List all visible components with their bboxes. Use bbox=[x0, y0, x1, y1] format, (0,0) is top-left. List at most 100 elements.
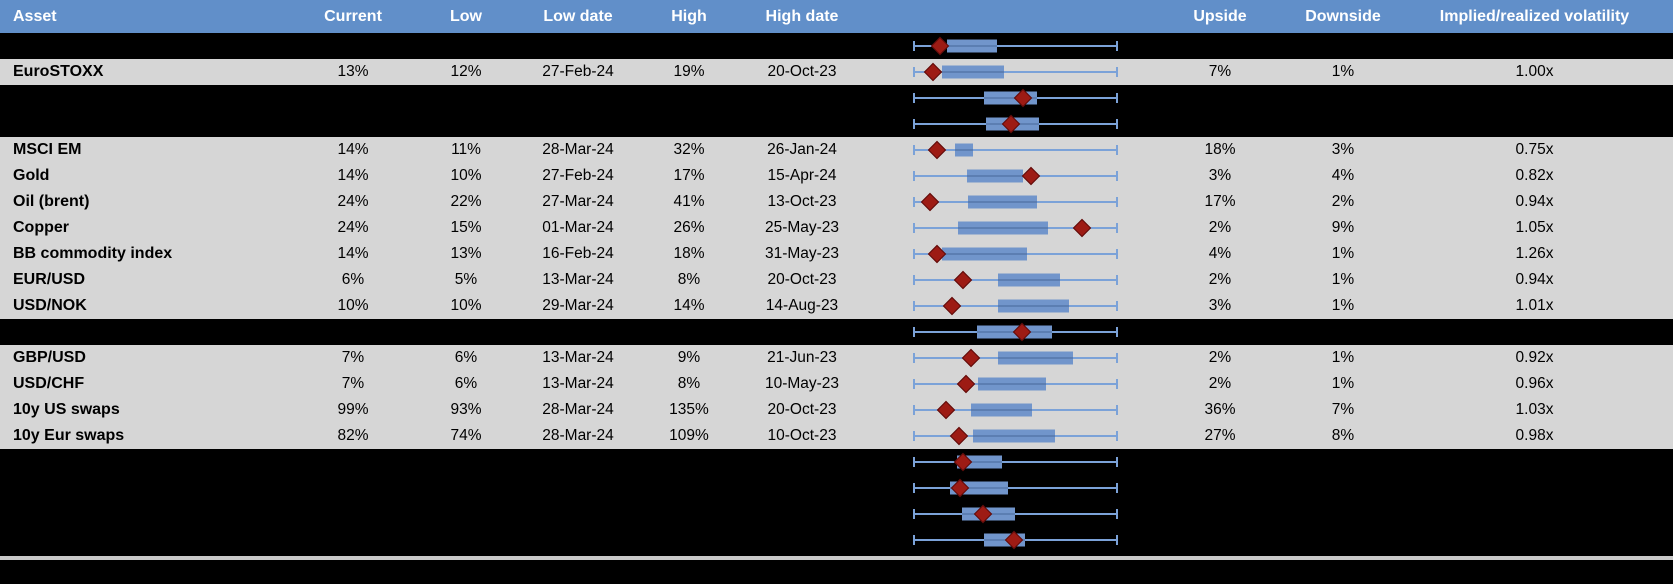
low-value: 5% bbox=[454, 271, 478, 288]
low-value: 22% bbox=[450, 193, 482, 210]
asset-label: EuroSTOXX bbox=[13, 63, 104, 80]
upside-value: 2% bbox=[1208, 349, 1232, 366]
whisker-cap-left bbox=[913, 223, 915, 233]
whisker-cap-left bbox=[913, 171, 915, 181]
downside-value: 7% bbox=[1331, 401, 1355, 418]
high-date-value: 26-Jan-24 bbox=[767, 141, 837, 158]
spacer-row bbox=[0, 33, 1673, 59]
downside-value: 1% bbox=[1331, 297, 1355, 314]
downside-value: 1% bbox=[1331, 63, 1355, 80]
whisker-cap-left bbox=[913, 353, 915, 363]
whisker-cap-right bbox=[1116, 119, 1118, 129]
range-boxplot bbox=[913, 33, 1118, 59]
current-level-diamond bbox=[953, 270, 972, 290]
range-box bbox=[966, 169, 1024, 183]
whisker-cap-left bbox=[913, 197, 915, 207]
range-boxplot bbox=[913, 267, 1118, 293]
asset-label: 10y US swaps bbox=[13, 401, 120, 418]
current-value: 24% bbox=[337, 193, 369, 210]
low-date-value: 16-Feb-24 bbox=[542, 245, 614, 262]
whisker-cap-right bbox=[1116, 171, 1118, 181]
high-value: 8% bbox=[677, 375, 701, 392]
range-chart-cell bbox=[863, 59, 1150, 85]
high-date-value: 10-Oct-23 bbox=[767, 427, 837, 444]
whisker-cap-left bbox=[913, 93, 915, 103]
current-level-diamond bbox=[1072, 218, 1092, 238]
whisker-cap-right bbox=[1116, 249, 1118, 259]
high-date-value: 31-May-23 bbox=[764, 245, 840, 262]
asset-label: 10y Eur swaps bbox=[13, 427, 125, 444]
current-level-diamond bbox=[920, 192, 940, 212]
table-footer bbox=[0, 553, 1673, 584]
high-date-value: 25-May-23 bbox=[764, 219, 840, 236]
implied-realized-value: 1.00x bbox=[1515, 63, 1554, 80]
asset-label: MSCI EM bbox=[13, 141, 82, 158]
whisker-cap-left bbox=[913, 41, 915, 51]
whisker-cap-left bbox=[913, 535, 915, 545]
downside-value: 3% bbox=[1331, 141, 1355, 158]
range-box bbox=[977, 377, 1047, 391]
table-row: USD/CHF 7% 6% 13-Mar-24 8% 10-May-23 2% 1% 0.96x bbox=[0, 371, 1673, 397]
range-boxplot bbox=[913, 371, 1118, 397]
whisker-cap-right bbox=[1116, 223, 1118, 233]
range-boxplot bbox=[913, 137, 1118, 163]
whisker-cap-left bbox=[913, 509, 915, 519]
current-value: 82% bbox=[337, 427, 369, 444]
upside-value: 3% bbox=[1208, 167, 1232, 184]
table-row: Copper 24% 15% 01-Mar-24 26% 25-May-23 2% 9% 1.0… bbox=[0, 215, 1673, 241]
implied-realized-value: 1.03x bbox=[1515, 401, 1554, 418]
whisker-cap-left bbox=[913, 431, 915, 441]
range-boxplot bbox=[913, 501, 1118, 527]
low-value: 15% bbox=[450, 219, 482, 236]
low-value: 6% bbox=[454, 349, 478, 366]
range-box bbox=[941, 247, 1028, 261]
low-date-value: 28-Mar-24 bbox=[542, 141, 614, 158]
asset-label: GBP/USD bbox=[13, 349, 86, 366]
upside-value: 3% bbox=[1208, 297, 1232, 314]
range-box bbox=[941, 65, 1005, 79]
low-date-value: 28-Mar-24 bbox=[542, 401, 614, 418]
current-value: 14% bbox=[337, 245, 369, 262]
col-header-current: Current bbox=[324, 7, 382, 25]
range-boxplot bbox=[913, 527, 1118, 553]
whisker-cap-right bbox=[1116, 431, 1118, 441]
downside-value: 8% bbox=[1331, 427, 1355, 444]
col-header-low-date: Low date bbox=[543, 7, 613, 25]
current-level-diamond bbox=[936, 400, 956, 420]
table-row: EUR/USD 6% 5% 13-Mar-24 8% 20-Oct-23 2% 1% 0.94x bbox=[0, 267, 1673, 293]
table-header-row: Asset Current Low Low date High High dat… bbox=[0, 0, 1673, 33]
asset-label: USD/CHF bbox=[13, 375, 85, 392]
high-date-value: 21-Jun-23 bbox=[767, 349, 837, 366]
high-date-value: 20-Oct-23 bbox=[767, 401, 837, 418]
whisker-cap-left bbox=[913, 379, 915, 389]
range-chart-cell bbox=[863, 423, 1150, 449]
range-box bbox=[971, 403, 1033, 417]
table-row: BB commodity index 14% 13% 16-Feb-24 18% 31-M… bbox=[0, 241, 1673, 267]
whisker-cap-left bbox=[913, 301, 915, 311]
whisker-line bbox=[913, 487, 1118, 489]
low-date-value: 13-Mar-24 bbox=[542, 349, 614, 366]
range-boxplot bbox=[913, 215, 1118, 241]
whisker-cap-left bbox=[913, 119, 915, 129]
upside-value: 2% bbox=[1208, 375, 1232, 392]
whisker-line bbox=[913, 461, 1118, 463]
low-date-value: 27-Feb-24 bbox=[542, 167, 614, 184]
asset-label: Gold bbox=[13, 167, 50, 184]
col-header-asset: Asset bbox=[13, 7, 57, 25]
implied-realized-value: 0.75x bbox=[1515, 141, 1554, 158]
range-chart-cell bbox=[863, 215, 1150, 241]
range-chart-cell bbox=[863, 397, 1150, 423]
range-boxplot bbox=[913, 241, 1118, 267]
range-boxplot bbox=[913, 423, 1118, 449]
col-header-upside: Upside bbox=[1193, 7, 1247, 25]
asset-label: Oil (brent) bbox=[13, 193, 90, 210]
whisker-cap-left bbox=[913, 405, 915, 415]
range-chart-cell bbox=[863, 241, 1150, 267]
current-value: 14% bbox=[337, 141, 369, 158]
current-value: 10% bbox=[337, 297, 369, 314]
high-date-value: 20-Oct-23 bbox=[767, 63, 837, 80]
implied-realized-value: 0.82x bbox=[1515, 167, 1554, 184]
whisker-cap-right bbox=[1116, 327, 1118, 337]
whisker-line bbox=[913, 71, 1118, 73]
high-value: 32% bbox=[673, 141, 705, 158]
